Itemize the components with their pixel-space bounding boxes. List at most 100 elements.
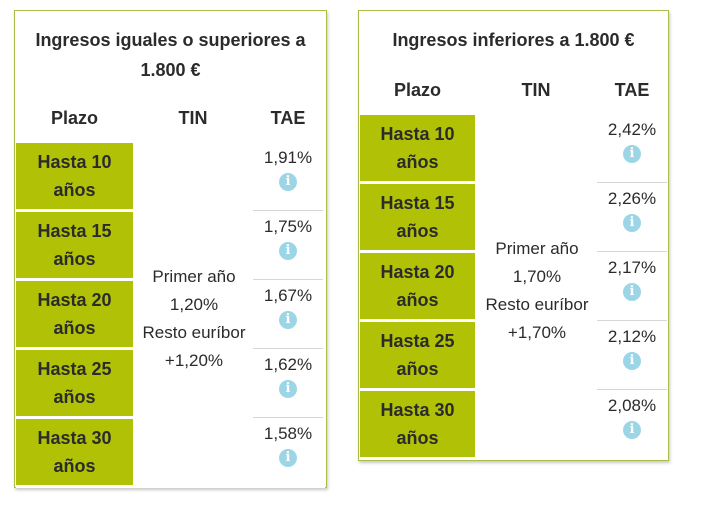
divider bbox=[597, 251, 667, 252]
info-icon[interactable]: i bbox=[279, 242, 297, 260]
tae-value: 1,75% bbox=[263, 217, 313, 236]
plazo-cell: Hasta 30 años bbox=[16, 419, 133, 485]
plazo-unit: años bbox=[396, 290, 439, 310]
plazo-label: Hasta 30 bbox=[37, 428, 112, 448]
tae-cell: 1,75% i bbox=[253, 216, 323, 260]
rates-table: Hasta 10 años 2,42% i Hasta 15 años 2,26% … bbox=[360, 115, 667, 460]
card-title: Ingresos iguales o superiores a 1.800 € bbox=[15, 25, 326, 85]
tin-line: +1,20% bbox=[164, 351, 224, 370]
table-row: Hasta 30 años 2,08% i bbox=[360, 391, 667, 460]
plazo-label: Hasta 30 bbox=[380, 400, 455, 420]
tae-cell: 2,17% i bbox=[597, 257, 667, 301]
info-icon[interactable]: i bbox=[279, 173, 297, 191]
tae-value: 1,91% bbox=[263, 148, 313, 167]
tin-cell: Primer año 1,20% Resto euríbor +1,20% bbox=[136, 263, 252, 375]
tin-line: Primer año bbox=[152, 267, 236, 286]
plazo-unit: años bbox=[53, 456, 96, 476]
info-icon[interactable]: i bbox=[279, 449, 297, 467]
tae-value: 1,67% bbox=[263, 286, 313, 305]
plazo-unit: años bbox=[396, 428, 439, 448]
plazo-cell: Hasta 20 años bbox=[360, 253, 475, 319]
plazo-cell: Hasta 20 años bbox=[16, 281, 133, 347]
plazo-cell: Hasta 30 años bbox=[360, 391, 475, 457]
plazo-label: Hasta 25 bbox=[380, 331, 455, 351]
info-icon[interactable]: i bbox=[279, 380, 297, 398]
tae-value: 2,42% bbox=[607, 120, 657, 139]
tin-line: 1,70% bbox=[512, 267, 562, 286]
plazo-label: Hasta 20 bbox=[37, 290, 112, 310]
tae-cell: 2,42% i bbox=[597, 119, 667, 163]
info-icon[interactable]: i bbox=[623, 352, 641, 370]
table-row: Hasta 20 años 1,67% i bbox=[16, 281, 325, 350]
plazo-label: Hasta 10 bbox=[37, 152, 112, 172]
plazo-label: Hasta 20 bbox=[380, 262, 455, 282]
divider bbox=[253, 348, 323, 349]
plazo-cell: Hasta 15 años bbox=[16, 212, 133, 278]
tae-cell: 1,62% i bbox=[253, 354, 323, 398]
divider bbox=[253, 279, 323, 280]
plazo-cell: Hasta 15 años bbox=[360, 184, 475, 250]
tin-line: Resto euríbor bbox=[485, 295, 589, 314]
rates-card-low-income: Ingresos inferiores a 1.800 € Plazo TIN … bbox=[358, 10, 669, 461]
plazo-label: Hasta 15 bbox=[380, 193, 455, 213]
tae-cell: 1,58% i bbox=[253, 423, 323, 467]
table-row: Hasta 30 años 1,58% i bbox=[16, 419, 325, 488]
divider bbox=[597, 389, 667, 390]
plazo-unit: años bbox=[53, 387, 96, 407]
tae-value: 1,58% bbox=[263, 424, 313, 443]
info-icon[interactable]: i bbox=[623, 214, 641, 232]
tin-cell: Primer año 1,70% Resto euríbor +1,70% bbox=[478, 235, 596, 347]
info-icon[interactable]: i bbox=[623, 421, 641, 439]
tae-value: 1,62% bbox=[263, 355, 313, 374]
plazo-cell: Hasta 10 años bbox=[16, 143, 133, 209]
tae-value: 2,17% bbox=[607, 258, 657, 277]
tae-value: 2,08% bbox=[607, 396, 657, 415]
header-tae: TAE bbox=[614, 80, 650, 100]
table-row: Hasta 15 años 2,26% i bbox=[360, 184, 667, 253]
header-plazo: Plazo bbox=[393, 80, 441, 100]
rates-table: Hasta 10 años 1,91% i Hasta 15 años 1,75% … bbox=[16, 143, 325, 488]
table-row: Hasta 25 años 1,62% i bbox=[16, 350, 325, 419]
plazo-unit: años bbox=[53, 249, 96, 269]
tin-line: Primer año bbox=[495, 239, 579, 258]
card-title: Ingresos inferiores a 1.800 € bbox=[359, 25, 668, 55]
tae-cell: 2,26% i bbox=[597, 188, 667, 232]
info-icon[interactable]: i bbox=[279, 311, 297, 329]
tin-line: +1,70% bbox=[507, 323, 567, 342]
tin-line: 1,20% bbox=[169, 295, 219, 314]
rates-card-high-income: Ingresos iguales o superiores a 1.800 € … bbox=[14, 10, 327, 488]
plazo-label: Hasta 15 bbox=[37, 221, 112, 241]
table-row: Hasta 20 años 2,17% i bbox=[360, 253, 667, 322]
info-icon[interactable]: i bbox=[623, 145, 641, 163]
table-row: Hasta 10 años 2,42% i bbox=[360, 115, 667, 184]
plazo-cell: Hasta 25 años bbox=[360, 322, 475, 388]
divider bbox=[253, 210, 323, 211]
plazo-unit: años bbox=[53, 180, 96, 200]
tae-value: 2,26% bbox=[607, 189, 657, 208]
header-tae: TAE bbox=[270, 108, 306, 128]
tae-cell: 2,08% i bbox=[597, 395, 667, 439]
card-title-text: Ingresos iguales o superiores a 1.800 € bbox=[35, 30, 306, 80]
info-icon[interactable]: i bbox=[623, 283, 641, 301]
plazo-cell: Hasta 25 años bbox=[16, 350, 133, 416]
header-plazo: Plazo bbox=[50, 108, 98, 128]
divider bbox=[597, 182, 667, 183]
table-row: Hasta 15 años 1,75% i bbox=[16, 212, 325, 281]
divider bbox=[597, 320, 667, 321]
plazo-label: Hasta 25 bbox=[37, 359, 112, 379]
header-tin: TIN bbox=[521, 80, 551, 100]
plazo-unit: años bbox=[396, 221, 439, 241]
tae-cell: 1,67% i bbox=[253, 285, 323, 329]
plazo-unit: años bbox=[396, 359, 439, 379]
tae-cell: 2,12% i bbox=[597, 326, 667, 370]
plazo-cell: Hasta 10 años bbox=[360, 115, 475, 181]
tae-cell: 1,91% i bbox=[253, 147, 323, 191]
plazo-unit: años bbox=[396, 152, 439, 172]
table-row: Hasta 10 años 1,91% i bbox=[16, 143, 325, 212]
tae-value: 2,12% bbox=[607, 327, 657, 346]
table-row: Hasta 25 años 2,12% i bbox=[360, 322, 667, 391]
tin-line: Resto euríbor bbox=[142, 323, 246, 342]
plazo-unit: años bbox=[53, 318, 96, 338]
divider bbox=[253, 417, 323, 418]
plazo-label: Hasta 10 bbox=[380, 124, 455, 144]
